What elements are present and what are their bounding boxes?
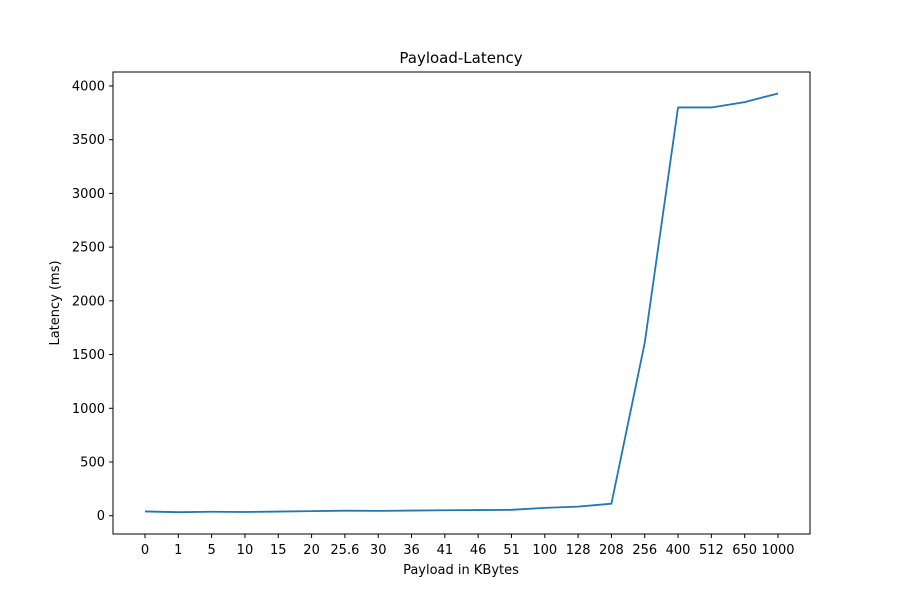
y-axis-ticks: 0 500 1000 1500 2000 2500 3000 3500 4000 xyxy=(72,79,113,524)
y-tick-label: 2000 xyxy=(72,294,105,309)
x-tick-label: 0 xyxy=(141,543,149,558)
y-tick-label: 3000 xyxy=(72,187,105,202)
x-tick-label: 650 xyxy=(732,543,757,558)
x-axis-label: Payload in KBytes xyxy=(403,563,519,578)
x-tick-label: 400 xyxy=(666,543,691,558)
x-tick-label: 20 xyxy=(303,543,320,558)
plot-frame xyxy=(112,71,811,535)
chart-title: Payload-Latency xyxy=(399,49,522,67)
x-tick-label: 51 xyxy=(503,543,520,558)
x-tick-label: 512 xyxy=(699,543,724,558)
y-tick-label: 4000 xyxy=(72,79,105,94)
series-layer xyxy=(144,92,779,514)
x-tick-label: 36 xyxy=(403,543,420,558)
x-tick-label: 1 xyxy=(174,543,182,558)
y-tick-label: 500 xyxy=(80,456,105,471)
y-tick-label: 1500 xyxy=(72,348,105,363)
x-tick-label: 256 xyxy=(632,543,657,558)
x-tick-label: 15 xyxy=(270,543,287,558)
x-tick-label: 128 xyxy=(566,543,591,558)
y-axis-label: Latency (ms) xyxy=(48,260,63,345)
y-tick-label: 3500 xyxy=(72,133,105,148)
series-line-0 xyxy=(144,92,779,514)
x-tick-label: 100 xyxy=(532,543,557,558)
x-tick-label: 25.6 xyxy=(330,543,359,558)
x-tick-label: 41 xyxy=(437,543,454,558)
y-tick-label: 2500 xyxy=(72,241,105,256)
y-tick-label: 1000 xyxy=(72,402,105,417)
x-tick-label: 208 xyxy=(599,543,624,558)
x-tick-label: 46 xyxy=(470,543,487,558)
x-tick-label: 1000 xyxy=(761,543,794,558)
x-tick-label: 10 xyxy=(237,543,254,558)
x-tick-label: 30 xyxy=(370,543,387,558)
y-tick-label: 0 xyxy=(97,509,105,524)
x-tick-label: 5 xyxy=(207,543,215,558)
x-axis-ticks: 0 1 5 10 15 20 25.6 30 36 41 46 51 100 128 208 256 400 51… xyxy=(141,534,795,558)
